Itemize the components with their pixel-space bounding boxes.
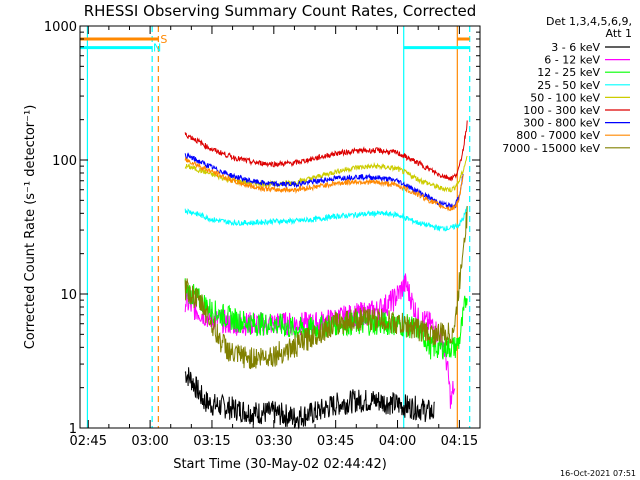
- footer-date: 16-Oct-2021 07:51: [560, 469, 636, 478]
- y-tick-label-1: 10: [60, 288, 77, 303]
- legend-header-1: Att 1: [606, 27, 632, 40]
- x-tick-label-2: 03:15: [193, 434, 230, 449]
- series-line-100-300-kev: [184, 120, 468, 182]
- y-axis-label: Corrected Count Rate (s⁻¹ detector⁻¹): [23, 105, 38, 350]
- x-axis-label: Start Time (30-May-02 02:44:42): [173, 457, 387, 472]
- plot-frame: [79, 25, 481, 429]
- x-tick-label-1: 03:00: [131, 434, 168, 449]
- x-tick-label-6: 04:15: [441, 434, 478, 449]
- legend-header-0: Det 1,3,4,5,6,9,: [546, 15, 632, 28]
- series-line-800-7000-kev: [184, 156, 464, 212]
- y-tick-label-2: 100: [52, 154, 77, 169]
- legend-label-50-100-kev: 50 - 100 keV: [530, 91, 600, 104]
- legend-label-800-7000-kev: 800 - 7000 keV: [516, 129, 600, 142]
- attenuator-label-0: S: [160, 33, 167, 46]
- y-tick-label-0: 1: [69, 422, 77, 437]
- legend-label-12-25-kev: 12 - 25 keV: [537, 66, 600, 79]
- x-tick-label-0: 02:45: [70, 434, 107, 449]
- series-line-12-25-kev: [184, 278, 468, 360]
- series-line-25-50-kev: [184, 205, 468, 232]
- series-line-3-6-kev: [184, 367, 435, 430]
- legend-label-100-300-kev: 100 - 300 keV: [523, 104, 600, 117]
- x-tick-label-3: 03:30: [255, 434, 292, 449]
- chart-title: RHESSI Observing Summary Count Rates, Co…: [84, 2, 477, 20]
- legend-label-6-12-kev: 6 - 12 keV: [544, 54, 600, 67]
- series-line-7000-15000-kev: [184, 205, 468, 370]
- series-line-6-12-kev: [184, 273, 456, 409]
- x-tick-label-4: 03:45: [317, 434, 354, 449]
- legend-label-7000-15000-kev: 7000 - 15000 keV: [502, 142, 600, 155]
- legend-label-300-800-kev: 300 - 800 keV: [523, 117, 600, 130]
- x-tick-label-5: 04:00: [379, 434, 416, 449]
- legend-label-25-50-kev: 25 - 50 keV: [537, 79, 600, 92]
- attenuator-label-2: N: [153, 42, 161, 55]
- series-line-50-100-kev: [184, 155, 468, 193]
- legend-label-3-6-kev: 3 - 6 keV: [551, 41, 600, 54]
- y-tick-label-3: 1000: [44, 20, 77, 35]
